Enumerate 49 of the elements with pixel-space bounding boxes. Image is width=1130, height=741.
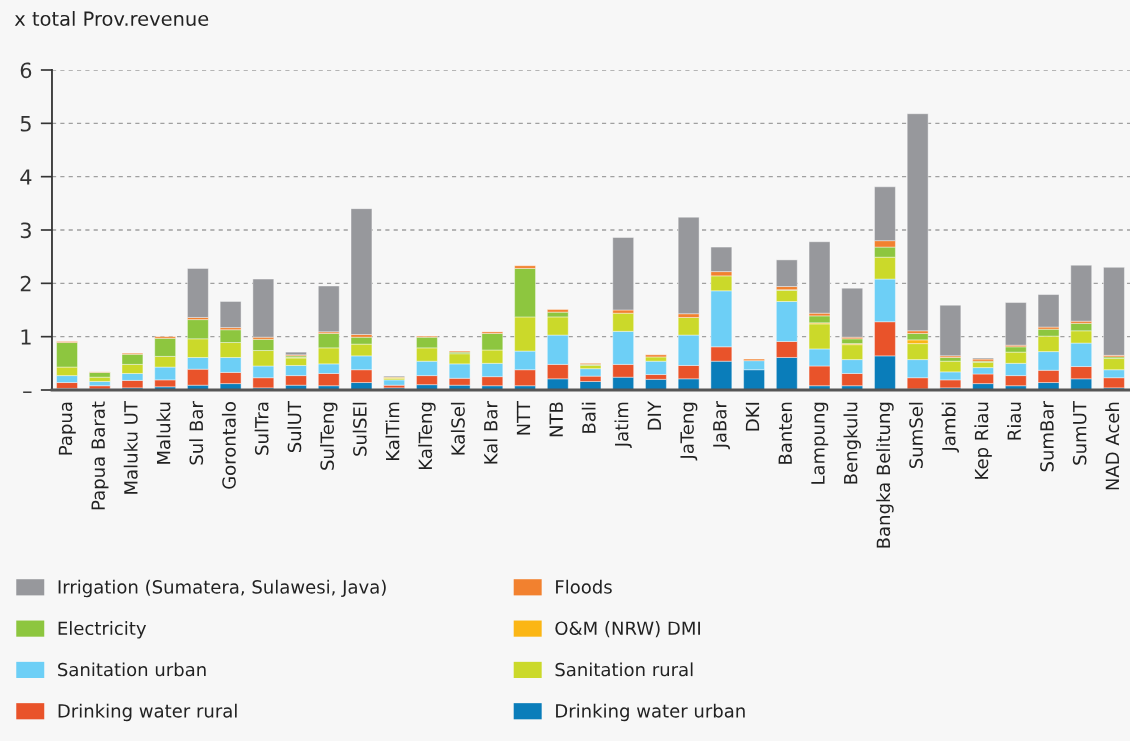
x-tick-label: SumBar: [1040, 401, 1054, 472]
x-tick-label: DIY: [647, 401, 661, 430]
x-tick-label: NAD Aceh: [1105, 402, 1120, 490]
x-tick-label: SulTra: [254, 402, 269, 455]
x-tick-label: Papua Barat: [91, 401, 109, 510]
x-tick-label: JaBar: [713, 401, 730, 450]
x-tick-label: SumSel: [908, 402, 923, 468]
x-tick-label: JaTeng: [680, 402, 698, 461]
x-tick-label: Maluku: [156, 402, 171, 464]
x-tick-label: Jatim: [614, 402, 632, 449]
y-tick-label: 2: [20, 275, 31, 292]
y-tick-label: –: [23, 391, 32, 393]
x-tick-label: Riau: [1007, 402, 1022, 440]
legend-label: Electricity: [58, 621, 147, 639]
legend-label: Irrigation (Sumatera, Sulawesi, Java): [58, 579, 386, 598]
x-tick-label: KalTeng: [418, 402, 436, 469]
legend-label: Drinking water rural: [58, 703, 237, 722]
legend-label: Sanitation urban: [58, 662, 206, 677]
x-tick-label: Bangka Belitung: [876, 402, 894, 548]
legend-label: Drinking water urban: [556, 703, 745, 722]
x-tick-label: SulSEl: [352, 402, 367, 456]
x-tick-label: SumUT: [1072, 401, 1087, 465]
y-tick-label: 6: [20, 62, 32, 79]
x-tick-label: Gorontalo: [221, 402, 236, 489]
legend-label: Sanitation rural: [555, 662, 693, 677]
x-tick-label: Kal Bar: [483, 401, 498, 464]
y-tick-label: 5: [20, 116, 31, 132]
x-tick-label: SulTeng: [320, 402, 338, 470]
x-tick-label: SulUT: [287, 401, 302, 453]
x-tick-label: Jambi: [941, 402, 959, 453]
legend-label: Floods: [556, 579, 612, 594]
y-axis-title: x total Prov.revenue: [14, 10, 209, 27]
x-tick-label: Lampung: [811, 402, 829, 484]
x-tick-label: Maluku UT: [123, 401, 138, 494]
x-tick-label: Papua: [58, 402, 76, 455]
x-tick-label: KalTim: [385, 402, 400, 461]
y-tick-label: 4: [20, 169, 32, 185]
y-tick-label: 3: [20, 222, 31, 239]
x-tick-label: Kep Riau: [974, 402, 992, 479]
x-tick-label: KalSel: [450, 402, 465, 455]
x-tick-label: DKI: [745, 402, 760, 431]
x-tick-label: Bali: [581, 402, 596, 433]
x-tick-label: Sul Bar: [189, 401, 204, 465]
legend-label: O&M (NRW) DMI: [555, 621, 700, 638]
x-tick-label: NTT: [516, 401, 531, 435]
y-tick-label: 1: [21, 329, 31, 345]
x-tick-label: Bengkulu: [843, 402, 861, 484]
x-tick-label: NTB: [549, 402, 563, 437]
x-tick-label: Banten: [778, 402, 793, 464]
